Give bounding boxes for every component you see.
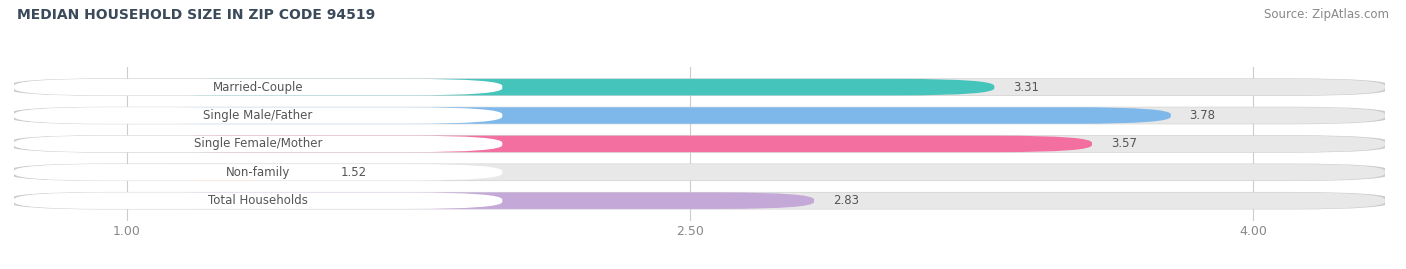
FancyBboxPatch shape [14,164,1385,180]
FancyBboxPatch shape [14,107,502,124]
Text: 3.57: 3.57 [1111,137,1136,150]
FancyBboxPatch shape [14,136,502,152]
Text: 3.31: 3.31 [1014,81,1039,94]
FancyBboxPatch shape [14,164,502,180]
FancyBboxPatch shape [14,79,1385,95]
Text: MEDIAN HOUSEHOLD SIZE IN ZIP CODE 94519: MEDIAN HOUSEHOLD SIZE IN ZIP CODE 94519 [17,8,375,22]
FancyBboxPatch shape [14,193,1385,209]
Text: 3.78: 3.78 [1189,109,1216,122]
FancyBboxPatch shape [127,107,1171,124]
Text: Non-family: Non-family [226,166,291,179]
Text: Single Female/Mother: Single Female/Mother [194,137,322,150]
FancyBboxPatch shape [127,136,1092,152]
FancyBboxPatch shape [7,107,1392,124]
Text: Source: ZipAtlas.com: Source: ZipAtlas.com [1264,8,1389,21]
FancyBboxPatch shape [127,164,322,180]
FancyBboxPatch shape [7,78,1392,96]
FancyBboxPatch shape [14,136,1385,152]
Text: 2.83: 2.83 [832,194,859,207]
Text: 1.52: 1.52 [340,166,367,179]
FancyBboxPatch shape [14,107,1385,124]
FancyBboxPatch shape [127,193,814,209]
Text: Single Male/Father: Single Male/Father [204,109,314,122]
FancyBboxPatch shape [7,164,1392,181]
Text: Married-Couple: Married-Couple [212,81,304,94]
FancyBboxPatch shape [127,79,994,95]
Text: Total Households: Total Households [208,194,308,207]
FancyBboxPatch shape [14,79,502,95]
FancyBboxPatch shape [7,135,1392,153]
FancyBboxPatch shape [7,192,1392,210]
FancyBboxPatch shape [14,193,502,209]
